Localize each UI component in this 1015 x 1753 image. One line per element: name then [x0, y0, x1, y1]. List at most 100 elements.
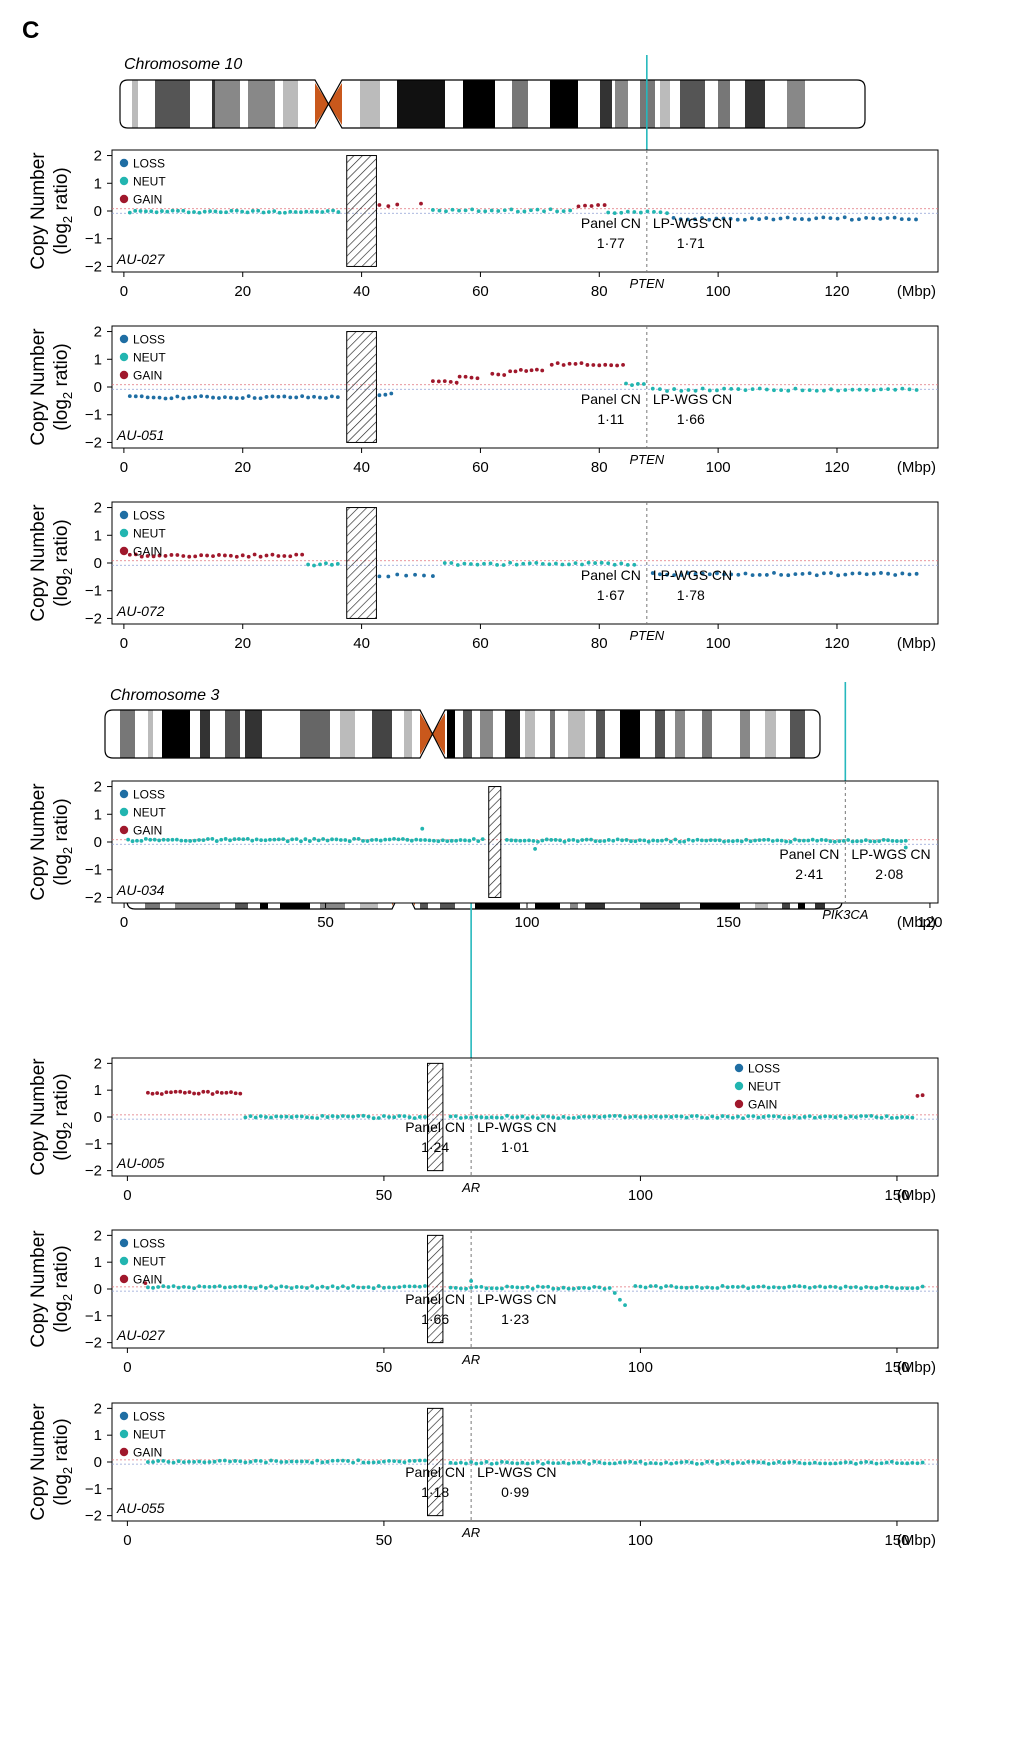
x-tick-label: 0 [123, 1187, 131, 1204]
cn-point-neut [686, 837, 691, 842]
chromosome-band [765, 710, 776, 758]
panel-cn-value: 1·24 [421, 1139, 449, 1155]
x-unit-label: (Mbp) [897, 459, 936, 476]
chromosome-band [745, 80, 765, 128]
cn-point-neut [890, 838, 895, 843]
cn-point-loss [786, 573, 791, 578]
cn-point-neut [376, 1284, 381, 1288]
cn-point-neut [665, 211, 669, 216]
cn-point-neut [643, 1285, 648, 1290]
legend-label-loss: LOSS [133, 1237, 165, 1251]
cn-point-loss [276, 394, 281, 399]
cn-point-gain [178, 1089, 183, 1094]
cn-point-neut [489, 208, 494, 213]
cn-point-neut [915, 1286, 920, 1290]
cn-point-neut [859, 1114, 863, 1118]
cn-point-neut [310, 1115, 314, 1120]
cn-point-loss [306, 395, 311, 400]
cn-point-neut [607, 1114, 612, 1118]
cn-point-gain [561, 363, 566, 367]
cn-point-neut [700, 386, 705, 391]
cn-point-loss [822, 571, 826, 576]
cn-point-neut [213, 209, 218, 214]
cn-point-neut [515, 209, 520, 214]
cn-point-neut [879, 387, 883, 392]
cn-point-neut [279, 1114, 284, 1119]
cn-point-neut [482, 561, 486, 566]
cn-point-neut [351, 1114, 356, 1119]
cn-point-loss [871, 216, 876, 221]
cn-plot-au-051: Copy Number (log2 ratio)210−1−20 20 40 60 80 1… [28, 324, 939, 476]
cn-point-neut [338, 838, 343, 842]
cn-point-neut [299, 1459, 304, 1464]
cn-point-gain [196, 1091, 201, 1096]
cn-point-neut [629, 839, 633, 844]
cn-point-neut [630, 383, 634, 387]
cn-point-gain [169, 1090, 173, 1095]
cn-point-neut [192, 838, 197, 843]
cn-point-neut [653, 1114, 658, 1119]
legend-marker-neut [119, 807, 129, 817]
cn-point-gain [621, 362, 625, 367]
cn-point-neut [722, 839, 726, 844]
cn-point-gain [442, 379, 447, 384]
cn-point-neut [903, 845, 908, 850]
cn-point-neut [587, 1461, 592, 1466]
cn-point-neut [284, 1285, 289, 1289]
cn-point-neut [324, 561, 328, 566]
cn-point-gain [579, 361, 584, 366]
cn-point-neut [166, 1459, 171, 1464]
y-tick-label: −1 [85, 1308, 102, 1325]
cn-point-neut [376, 1116, 381, 1120]
legend-marker-loss [119, 1411, 129, 1421]
panel-cn-value: 2·41 [795, 866, 823, 882]
cn-point-gain [496, 372, 501, 377]
cn-point-neut [864, 1285, 869, 1289]
x-tick-label: 150 [884, 1532, 909, 1549]
cn-point-neut [746, 1459, 751, 1464]
cn-point-neut [423, 1284, 427, 1288]
cn-point-neut [330, 837, 334, 842]
y-tick-label: 1 [94, 1254, 102, 1271]
cn-point-neut [207, 1460, 212, 1464]
chromosome-band [360, 80, 380, 128]
cn-point-neut [505, 1113, 509, 1118]
cn-point-neut [315, 1116, 320, 1121]
cn-point-neut [874, 1461, 879, 1466]
centromere-notch-bottom [315, 104, 342, 128]
cn-point-neut [576, 1460, 581, 1465]
x-tick-label: 40 [353, 459, 370, 476]
cn-point-neut [855, 839, 859, 844]
chromosome-band [787, 80, 805, 128]
cn-point-neut [874, 1286, 879, 1290]
legend-marker-loss [119, 158, 129, 168]
cn-point-loss [672, 573, 677, 578]
chromosome-band [340, 710, 355, 758]
centromere [328, 83, 342, 125]
cn-point-neut [412, 1116, 417, 1121]
y-axis-sublabel: (log2 ratio) [51, 798, 75, 886]
lpwgs-cn-label: LP-WGS CN [653, 215, 732, 231]
cn-point-neut [567, 562, 571, 567]
cn-point-neut [458, 838, 463, 842]
y-tick-label: 0 [94, 555, 102, 572]
cn-point-neut [126, 837, 131, 842]
cn-point-neut [496, 209, 501, 213]
cn-point-neut [561, 1114, 566, 1119]
cn-point-neut [886, 387, 890, 392]
cn-point-neut [294, 1459, 299, 1464]
cn-point-neut [628, 1115, 633, 1119]
cn-point-neut [659, 1285, 663, 1290]
cn-point-neut [228, 1459, 232, 1464]
cn-point-neut [645, 209, 650, 214]
cn-point-neut [792, 1114, 797, 1119]
cn-point-neut [693, 388, 698, 393]
cn-point-loss [849, 217, 854, 222]
legend-label-neut: NEUT [133, 351, 166, 365]
x-tick-label: 50 [376, 1187, 393, 1204]
cn-point-neut [529, 208, 533, 213]
y-tick-label: 0 [94, 1281, 102, 1298]
ylabel-part: (log [51, 399, 72, 431]
cn-point-loss [814, 216, 819, 221]
cn-point-gain [223, 553, 227, 558]
